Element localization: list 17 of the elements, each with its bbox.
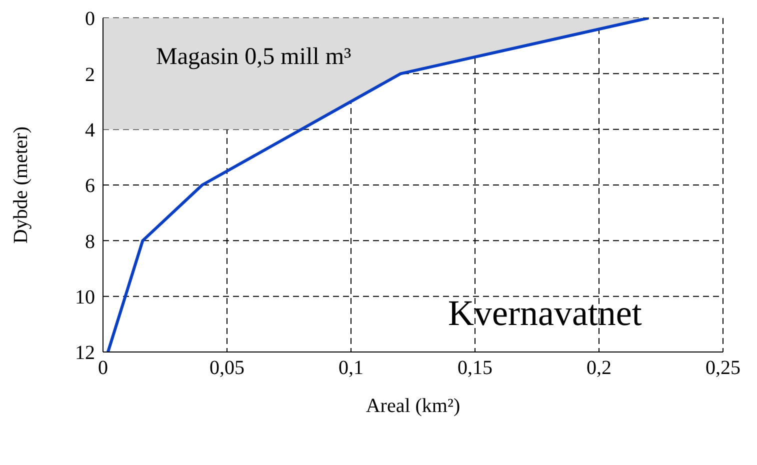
y-tick-label: 10 xyxy=(75,286,95,308)
x-tick-label: 0,2 xyxy=(586,357,612,380)
y-tick-label: 6 xyxy=(85,175,95,198)
y-tick-label: 8 xyxy=(85,230,95,253)
x-tick-label: 0,05 xyxy=(210,357,244,380)
x-tick-label: 0,1 xyxy=(338,357,364,380)
line-series xyxy=(106,18,650,352)
x-tick-label: 0,15 xyxy=(458,357,492,380)
y-axis-title: Dybde (meter) xyxy=(10,126,32,244)
x-axis-title: Areal (km²) xyxy=(366,395,460,417)
y-tick-label: 2 xyxy=(85,64,95,86)
annotation: Magasin 0,5 mill m³ xyxy=(156,44,352,71)
x-tick-label: 0,25 xyxy=(706,357,740,380)
y-tick-label: 4 xyxy=(85,119,95,142)
annotation: Kvernavatnet xyxy=(448,292,642,334)
y-tick-label: 12 xyxy=(75,342,95,364)
y-tick-label: 0 xyxy=(85,8,95,30)
